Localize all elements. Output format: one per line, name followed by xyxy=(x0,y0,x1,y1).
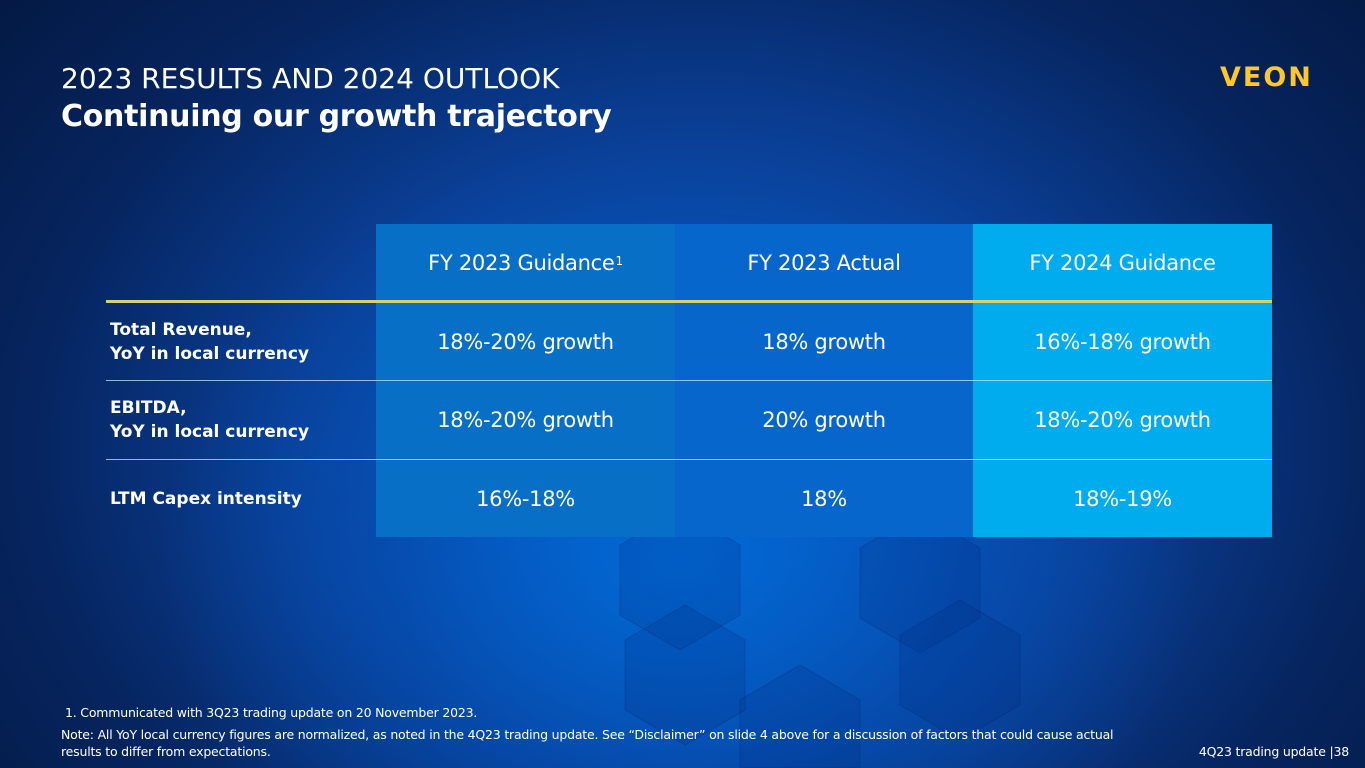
row-label-line1: EBITDA, xyxy=(110,398,187,418)
column-header-fy2023-actual: FY 2023 Actual xyxy=(675,224,973,302)
row-label-total-revenue: Total Revenue, YoY in local currency xyxy=(110,303,309,381)
cell-revenue-fy2024-guidance: 16%-18% growth xyxy=(1034,330,1211,354)
page-number-label: 4Q23 trading update |38 xyxy=(1198,744,1349,759)
page-title: 2023 RESULTS AND 2024 OUTLOOK xyxy=(61,62,560,95)
cell-capex-fy2023-guidance: 16%-18% xyxy=(476,487,575,511)
row-label-ebitda: EBITDA, YoY in local currency xyxy=(110,381,309,459)
row-label-line2: YoY in local currency xyxy=(110,422,310,442)
disclaimer-note: Note: All YoY local currency figures are… xyxy=(61,727,1114,759)
header-divider xyxy=(106,300,1272,303)
cell-capex-fy2023-actual: 18% xyxy=(801,487,847,511)
cell-capex-fy2024-guidance: 18%-19% xyxy=(1073,487,1172,511)
column-header-fy2023-guidance: FY 2023 Guidance 1 xyxy=(376,224,675,302)
row-divider xyxy=(106,459,1272,460)
veon-logo: VEON xyxy=(1220,62,1313,93)
cell-ebitda-fy2023-actual: 20% growth xyxy=(762,408,886,432)
row-divider xyxy=(106,380,1272,381)
row-label-line1: Total Revenue, xyxy=(110,320,252,340)
cell-ebitda-fy2024-guidance: 18%-20% growth xyxy=(1034,408,1211,432)
column-header-fy2024-guidance: FY 2024 Guidance xyxy=(973,224,1272,302)
column-header-label: FY 2023 Actual xyxy=(747,251,901,275)
footnote-marker: 1 xyxy=(615,254,623,268)
column-header-label: FY 2023 Guidance xyxy=(428,251,615,275)
row-label-line1: LTM Capex intensity xyxy=(110,489,302,509)
footnote: 1. Communicated with 3Q23 trading update… xyxy=(65,705,478,720)
row-label-line2: YoY in local currency xyxy=(110,344,310,364)
cell-ebitda-fy2023-guidance: 18%-20% growth xyxy=(437,408,614,432)
page-subtitle: Continuing our growth trajectory xyxy=(61,99,612,134)
row-label-capex-intensity: LTM Capex intensity xyxy=(110,460,302,538)
column-header-label: FY 2024 Guidance xyxy=(1029,251,1216,275)
cell-revenue-fy2023-actual: 18% growth xyxy=(762,330,886,354)
cell-revenue-fy2023-guidance: 18%-20% growth xyxy=(437,330,614,354)
